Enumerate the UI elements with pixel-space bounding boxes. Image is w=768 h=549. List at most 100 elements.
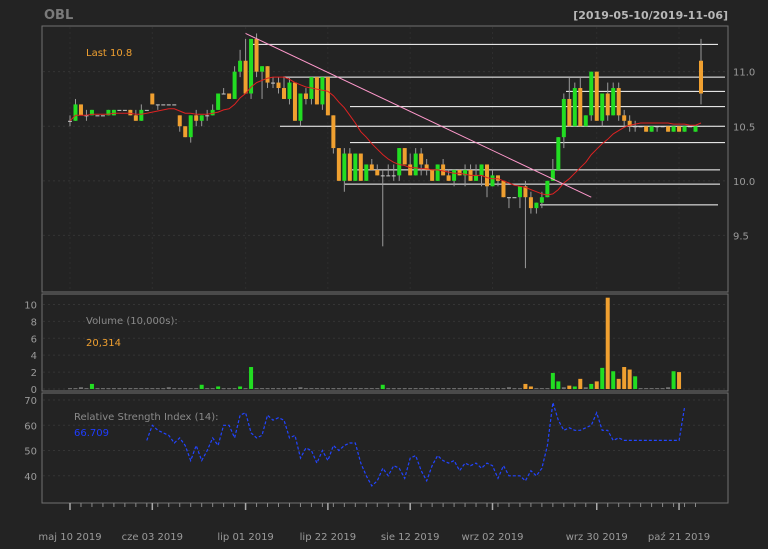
volume-bar bbox=[391, 388, 396, 390]
volume-bar bbox=[221, 388, 226, 390]
volume-bar bbox=[292, 388, 297, 390]
candle-body bbox=[682, 126, 687, 132]
volume-bar bbox=[342, 388, 347, 390]
volume-bar bbox=[402, 388, 407, 390]
volume-bar bbox=[495, 388, 500, 390]
candle-body bbox=[188, 115, 193, 138]
candle-body bbox=[693, 126, 698, 132]
trendline bbox=[245, 33, 592, 198]
volume-bar bbox=[276, 388, 281, 390]
volume-bar bbox=[413, 388, 418, 390]
x-tick-label: wrz 02 2019 bbox=[461, 532, 523, 543]
candle-body bbox=[556, 137, 561, 170]
x-tick-label: lip 22 2019 bbox=[300, 532, 356, 543]
candle-body bbox=[430, 169, 435, 181]
candle-body bbox=[594, 71, 599, 121]
volume-bar bbox=[627, 369, 632, 389]
volume-tick-label: 6 bbox=[31, 334, 37, 345]
candle-body bbox=[314, 77, 319, 105]
candle-body bbox=[660, 126, 665, 128]
volume-bar bbox=[463, 388, 468, 390]
candle-body bbox=[534, 202, 539, 209]
volume-bar bbox=[534, 388, 539, 390]
candle-body bbox=[638, 126, 643, 128]
candle-body bbox=[611, 88, 616, 116]
volume-bar bbox=[216, 386, 221, 389]
candle-body bbox=[578, 88, 583, 127]
candle-body bbox=[320, 77, 325, 105]
volume-bar bbox=[166, 387, 171, 389]
price-tick-label: 9.5 bbox=[733, 231, 749, 242]
rsi-tick-label: 50 bbox=[24, 447, 37, 458]
volume-bar bbox=[655, 388, 660, 390]
volume-bar bbox=[666, 387, 671, 389]
x-tick-label: lip 01 2019 bbox=[217, 532, 273, 543]
volume-bar bbox=[238, 386, 243, 389]
candle-body bbox=[336, 148, 341, 181]
volume-bar bbox=[528, 386, 533, 389]
volume-bar bbox=[117, 388, 122, 390]
candle-body bbox=[408, 164, 413, 176]
volume-bar bbox=[386, 388, 391, 390]
rsi-tick-label: 60 bbox=[24, 421, 37, 432]
candle-body bbox=[495, 175, 500, 181]
rsi-panel-frame bbox=[41, 392, 729, 504]
candle-body bbox=[671, 126, 676, 132]
volume-bar bbox=[84, 388, 89, 390]
volume-bar bbox=[561, 387, 566, 389]
volume-bar bbox=[265, 388, 270, 390]
candle-body bbox=[331, 115, 336, 149]
volume-bar bbox=[347, 388, 352, 390]
rsi-tick-label: 40 bbox=[24, 472, 37, 483]
candle-body bbox=[523, 186, 528, 198]
volume-bar bbox=[660, 388, 665, 390]
candle-body bbox=[287, 82, 292, 99]
candle-body bbox=[655, 126, 660, 128]
volume-bar bbox=[490, 388, 495, 390]
volume-bar bbox=[320, 388, 325, 390]
candle-body bbox=[347, 153, 352, 181]
volume-tick-label: 8 bbox=[31, 317, 37, 328]
candle-body bbox=[271, 82, 276, 84]
candle-body bbox=[688, 126, 693, 128]
volume-bar bbox=[309, 388, 314, 390]
volume-bar bbox=[430, 388, 435, 390]
volume-bar bbox=[523, 383, 528, 389]
volume-bar bbox=[380, 384, 385, 389]
price-tick-label: 10.5 bbox=[733, 122, 755, 133]
volume-bar bbox=[150, 388, 155, 390]
candle-body bbox=[413, 153, 418, 176]
candle-body bbox=[100, 115, 105, 117]
candle-body bbox=[128, 109, 133, 116]
candle-body bbox=[397, 148, 402, 176]
volume-bar bbox=[600, 367, 605, 389]
rsi-label: Relative Strength Index (14): bbox=[74, 412, 219, 423]
trendline-segment bbox=[245, 33, 592, 198]
candle-body bbox=[243, 60, 248, 94]
candle-body bbox=[84, 115, 89, 117]
price-axis: 9.5 10.0 10.5 11.0 bbox=[733, 68, 755, 243]
volume-bar bbox=[364, 388, 369, 390]
candle-body bbox=[699, 60, 703, 94]
candle-body bbox=[161, 104, 166, 106]
candle-body bbox=[452, 169, 457, 181]
volume-bar bbox=[622, 367, 627, 389]
candle-body bbox=[550, 169, 555, 181]
rsi-series-line bbox=[146, 402, 686, 487]
candle-body bbox=[205, 115, 210, 117]
volume-bar bbox=[583, 387, 588, 389]
volume-bar bbox=[671, 371, 676, 389]
candle-body bbox=[260, 66, 265, 72]
volume-tick-label: 0 bbox=[31, 385, 37, 396]
moving-average-line bbox=[69, 76, 702, 196]
volume-bar bbox=[611, 371, 616, 389]
candle-body bbox=[133, 115, 138, 121]
candle-body bbox=[506, 197, 511, 199]
candle-body bbox=[254, 38, 259, 72]
candle-body bbox=[68, 120, 72, 122]
volume-bar bbox=[501, 388, 506, 390]
volume-bar bbox=[485, 388, 490, 390]
volume-bar bbox=[452, 388, 457, 390]
candle-body bbox=[353, 153, 358, 181]
